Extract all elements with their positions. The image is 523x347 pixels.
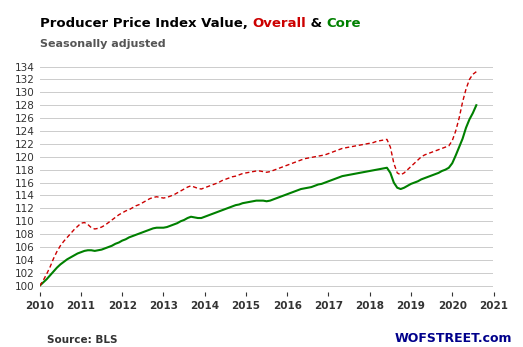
- Text: Source: BLS: Source: BLS: [47, 335, 118, 345]
- Text: Seasonally adjusted: Seasonally adjusted: [40, 39, 165, 49]
- Text: &: &: [306, 17, 327, 30]
- Text: Core: Core: [327, 17, 361, 30]
- Text: WOFSTREET.com: WOFSTREET.com: [395, 332, 513, 345]
- Text: Producer Price Index Value,: Producer Price Index Value,: [40, 17, 252, 30]
- Text: Overall: Overall: [252, 17, 306, 30]
